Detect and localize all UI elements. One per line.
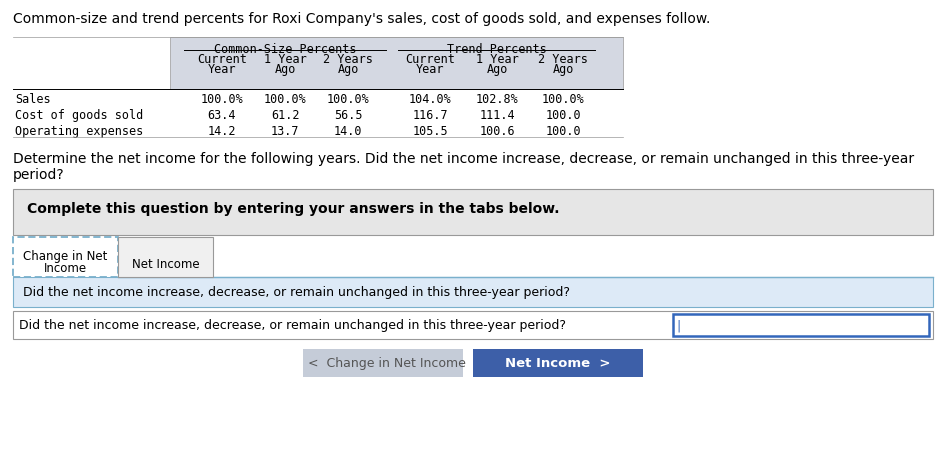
- Text: 1 Year: 1 Year: [475, 53, 518, 66]
- Bar: [170, 38, 622, 90]
- Text: 100.0: 100.0: [545, 109, 581, 122]
- Text: 13.7: 13.7: [271, 125, 299, 138]
- Text: 111.4: 111.4: [479, 109, 514, 122]
- Bar: [118, 238, 212, 277]
- Text: Ago: Ago: [486, 63, 507, 76]
- Text: 100.0%: 100.0%: [200, 93, 244, 106]
- Text: Complete this question by entering your answers in the tabs below.: Complete this question by entering your …: [27, 201, 559, 216]
- Text: 14.2: 14.2: [208, 125, 236, 138]
- Text: 100.0%: 100.0%: [327, 93, 369, 106]
- Bar: [13, 189, 932, 236]
- Text: 100.6: 100.6: [479, 125, 514, 138]
- Text: Sales: Sales: [15, 93, 51, 106]
- Text: Operating expenses: Operating expenses: [15, 125, 143, 138]
- Text: 116.7: 116.7: [412, 109, 447, 122]
- Text: 2 Years: 2 Years: [323, 53, 373, 66]
- Text: 1 Year: 1 Year: [263, 53, 306, 66]
- Text: Year: Year: [208, 63, 236, 76]
- Text: Ago: Ago: [337, 63, 359, 76]
- Text: Change in Net: Change in Net: [24, 250, 108, 263]
- Text: Did the net income increase, decrease, or remain unchanged in this three-year pe: Did the net income increase, decrease, o…: [23, 285, 569, 298]
- Text: 2 Years: 2 Years: [537, 53, 587, 66]
- Text: 100.0%: 100.0%: [263, 93, 306, 106]
- Text: 63.4: 63.4: [208, 109, 236, 122]
- Bar: [13, 277, 932, 307]
- Text: 61.2: 61.2: [271, 109, 299, 122]
- Text: Common-size and trend percents for Roxi Company's sales, cost of goods sold, and: Common-size and trend percents for Roxi …: [13, 12, 710, 26]
- Text: Income: Income: [43, 262, 87, 275]
- Bar: [302, 349, 462, 377]
- Text: Current: Current: [405, 53, 454, 66]
- Text: 56.5: 56.5: [333, 109, 362, 122]
- Bar: [472, 349, 642, 377]
- Text: Ago: Ago: [551, 63, 573, 76]
- Text: 102.8%: 102.8%: [475, 93, 518, 106]
- Text: Cost of goods sold: Cost of goods sold: [15, 109, 143, 122]
- Text: Determine the net income for the following years. Did the net income increase, d: Determine the net income for the followi…: [13, 152, 913, 166]
- Text: Net Income: Net Income: [131, 257, 199, 270]
- Text: 14.0: 14.0: [333, 125, 362, 138]
- Bar: [13, 311, 932, 339]
- Text: 100.0: 100.0: [545, 125, 581, 138]
- Text: Year: Year: [415, 63, 444, 76]
- Text: Common-Size Percents: Common-Size Percents: [213, 43, 356, 56]
- Text: Ago: Ago: [274, 63, 295, 76]
- Text: Trend Percents: Trend Percents: [447, 43, 546, 56]
- Text: |: |: [675, 319, 680, 332]
- Bar: [13, 238, 118, 277]
- Text: Current: Current: [197, 53, 246, 66]
- Text: 105.5: 105.5: [412, 125, 447, 138]
- Text: <  Change in Net Income: < Change in Net Income: [299, 356, 465, 369]
- Text: Did the net income increase, decrease, or remain unchanged in this three-year pe: Did the net income increase, decrease, o…: [19, 319, 565, 332]
- Text: Net Income  >: Net Income >: [504, 356, 610, 369]
- Text: period?: period?: [13, 168, 64, 181]
- Bar: [672, 314, 928, 336]
- Text: 104.0%: 104.0%: [408, 93, 451, 106]
- Text: 100.0%: 100.0%: [541, 93, 583, 106]
